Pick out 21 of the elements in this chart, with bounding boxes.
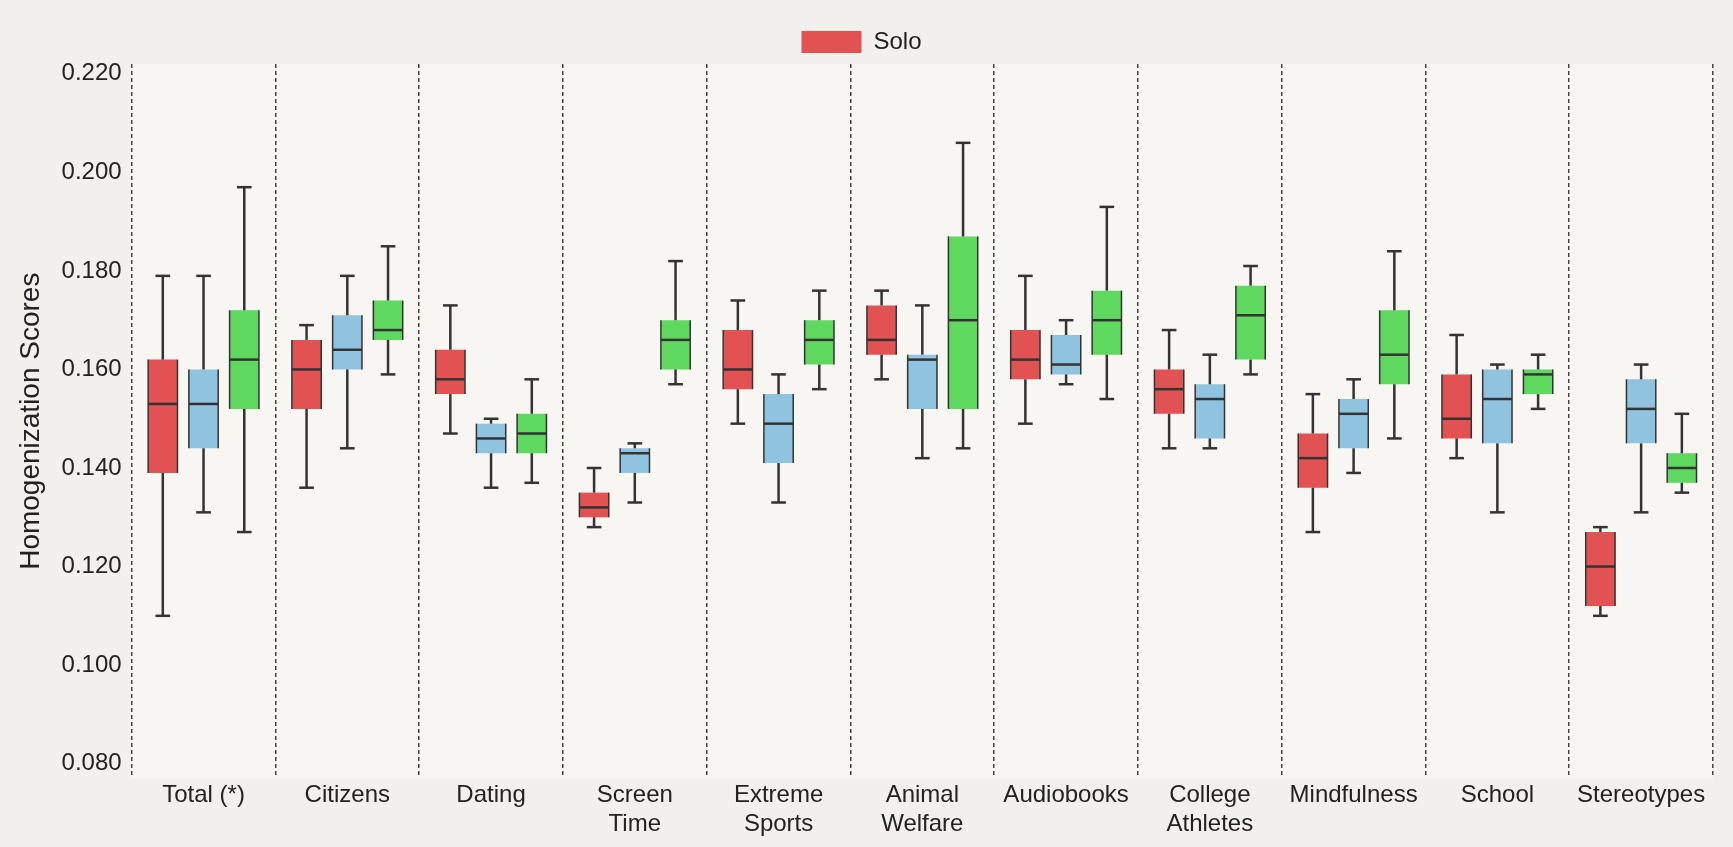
y-tick-label: 0.160 [61, 354, 122, 382]
x-tick-label: Animal Welfare [881, 780, 964, 837]
x-tick-label: Audiobooks [1003, 780, 1129, 808]
x-tick-label: Mindfulness [1289, 780, 1418, 808]
x-tick-label: Screen Time [596, 780, 673, 837]
x-tick-label: Extreme Sports [733, 780, 824, 837]
y-tick-label: 0.200 [61, 157, 122, 185]
y-tick-label: 0.180 [61, 255, 122, 283]
y-tick-label: 0.080 [61, 748, 122, 776]
x-tick-label: School [1460, 780, 1535, 808]
legend-label: Solo [873, 26, 922, 54]
x-tick-label: Dating [456, 780, 526, 808]
x-tick-label: Stereotypes [1577, 780, 1706, 808]
x-tick-label: Citizens [304, 780, 390, 808]
y-axis-title: Homogenization Scores [13, 272, 45, 570]
y-tick-label: 0.100 [61, 649, 122, 677]
x-tick-label: Total (*) [162, 780, 245, 808]
x-tick-label: College Athletes [1166, 780, 1254, 837]
y-tick-label: 0.140 [61, 452, 122, 480]
y-tick-label: 0.120 [61, 551, 122, 579]
y-tick-label: 0.220 [61, 58, 122, 86]
